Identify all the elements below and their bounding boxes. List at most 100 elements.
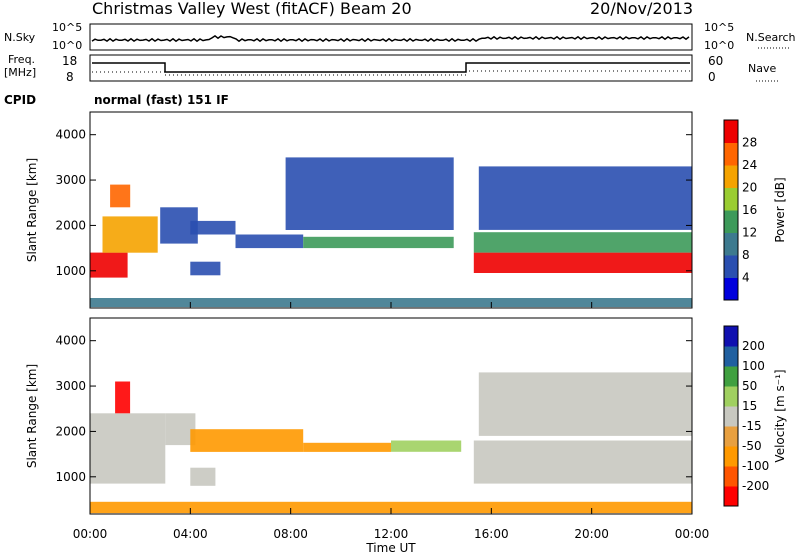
freq-tick-top: 18 [62, 54, 77, 68]
nsky-panel [89, 23, 693, 51]
colorbar-tick-label: 24 [742, 158, 757, 172]
colorbar-bin-1 [724, 255, 738, 278]
colorbar-bin-5 [724, 165, 738, 188]
y-tick-label: 4000 [55, 128, 86, 142]
x-tick-label: 00:00 [675, 527, 710, 541]
date-title: 20/Nov/2013 [590, 0, 693, 18]
time-axis: 00:00 04:00 08:00 12:00 16:00 20:00 00:00 [73, 302, 710, 541]
nsearch-label: N.Search [746, 31, 796, 44]
nsky-tick-top: 10^5 [52, 21, 82, 34]
colorbar-bin-5 [724, 386, 738, 407]
data-region-6 [90, 501, 692, 514]
data-region-0 [90, 413, 166, 484]
freq-series [92, 62, 690, 73]
colorbar-bin-2 [724, 232, 738, 256]
data-region-0 [90, 252, 128, 278]
colorbar-tick-label: 15 [742, 399, 757, 413]
y-tick-label: 4000 [55, 334, 86, 348]
x-tick-label: 08:00 [273, 527, 308, 541]
nsky-label: N.Sky [4, 31, 36, 44]
freq-panel [89, 54, 693, 82]
x-tick-label: 12:00 [374, 527, 409, 541]
data-region-1 [102, 216, 158, 253]
x-axis-label: Time UT [365, 541, 416, 554]
colorbar-label: Power [dB] [773, 177, 787, 242]
data-region-7 [473, 440, 692, 484]
nsky-series [91, 34, 690, 43]
nsky-tick-bottom: 10^0 [52, 39, 82, 52]
colorbar-tick-label: -15 [742, 419, 762, 433]
y-tick-label: 1000 [55, 264, 86, 278]
data-region-4 [303, 442, 391, 452]
nsky-right-tick-top: 10^5 [704, 21, 734, 34]
data-region-7 [303, 236, 454, 249]
colorbar-tick-label: 4 [742, 271, 750, 285]
colorbar-tick-label: 12 [742, 226, 757, 240]
data-region-9 [473, 252, 692, 273]
nave-label: Nave [748, 62, 776, 75]
colorbar-tick-label: 200 [742, 339, 765, 353]
y-tick-label: 1000 [55, 470, 86, 484]
colorbar-tick-label: 50 [742, 379, 757, 393]
data-region-6 [235, 234, 304, 249]
x-tick-label: 00:00 [73, 527, 108, 541]
colorbar-bin-3 [724, 210, 738, 233]
colorbar-tick-label: -50 [742, 439, 762, 453]
freq-unit-label: [MHz] [4, 66, 36, 79]
data-region-12 [285, 157, 454, 230]
freq-label: Freq. [8, 53, 35, 66]
station-title: Christmas Valley West (fitACF) [92, 0, 335, 18]
colorbar-bin-2 [724, 446, 738, 467]
colorbar-bin-4 [724, 187, 738, 211]
x-tick-label: 04:00 [173, 527, 208, 541]
y-axis-label: Slant Range [km] [25, 364, 39, 468]
colorbar-bin-3 [724, 426, 738, 447]
data-region-9 [190, 467, 216, 486]
colorbar-bin-0 [724, 486, 738, 507]
colorbar-tick-label: 20 [742, 181, 757, 195]
data-region-5 [391, 440, 462, 452]
colorbar-tick-label: 28 [742, 136, 757, 150]
cpid-value: normal (fast) 151 IF [94, 93, 229, 107]
y-axis-label: Slant Range [km] [25, 158, 39, 262]
colorbar-bin-6 [724, 142, 738, 166]
colorbar-tick-label: 100 [742, 359, 765, 373]
colorbar-tick-label: 8 [742, 248, 750, 262]
y-tick-label: 3000 [55, 379, 86, 393]
colorbar-bin-0 [724, 277, 738, 301]
colorbar-tick-label: -100 [742, 459, 769, 473]
colorbar-frame [723, 119, 739, 301]
data-region-8 [478, 372, 692, 436]
colorbar-bin-8 [724, 326, 738, 347]
nave-tick-top: 60 [708, 54, 723, 68]
cpid-label: CPID [4, 93, 36, 107]
data-region-10 [473, 232, 692, 253]
y-tick-label: 2000 [55, 424, 86, 438]
freq-tick-bottom: 8 [66, 70, 74, 84]
colorbar-tick-label: -200 [742, 479, 769, 493]
nave-tick-bottom: 0 [708, 70, 716, 84]
colorbar-bin-7 [724, 346, 738, 367]
data-region-11 [478, 166, 692, 230]
colorbar-bin-7 [724, 120, 738, 143]
colorbar-bin-6 [724, 366, 738, 387]
beam-title: Beam 20 [340, 0, 412, 18]
colorbar-bin-4 [724, 406, 738, 427]
data-region-3 [190, 429, 304, 452]
colorbar-label: Velocity [m s⁻¹] [773, 369, 787, 462]
velocity-panel: 1000 2000 3000 4000 Slant Range [km] -200 -100… [25, 317, 787, 515]
colorbar-tick-label: 16 [742, 203, 757, 217]
data-region-5 [190, 261, 221, 276]
data-region-1 [115, 381, 131, 414]
power-panel: 1000 2000 3000 4000 Slant Range [km] 4 8 12 16 20… [25, 111, 787, 309]
nsky-right-tick-bottom: 10^0 [704, 39, 734, 52]
data-region-2 [110, 184, 131, 208]
data-region-4 [190, 220, 236, 235]
nave-series [92, 70, 690, 76]
x-tick-label: 20:00 [574, 527, 609, 541]
y-tick-label: 2000 [55, 218, 86, 232]
y-tick-label: 3000 [55, 173, 86, 187]
x-tick-label: 16:00 [474, 527, 509, 541]
colorbar-frame [723, 325, 739, 507]
